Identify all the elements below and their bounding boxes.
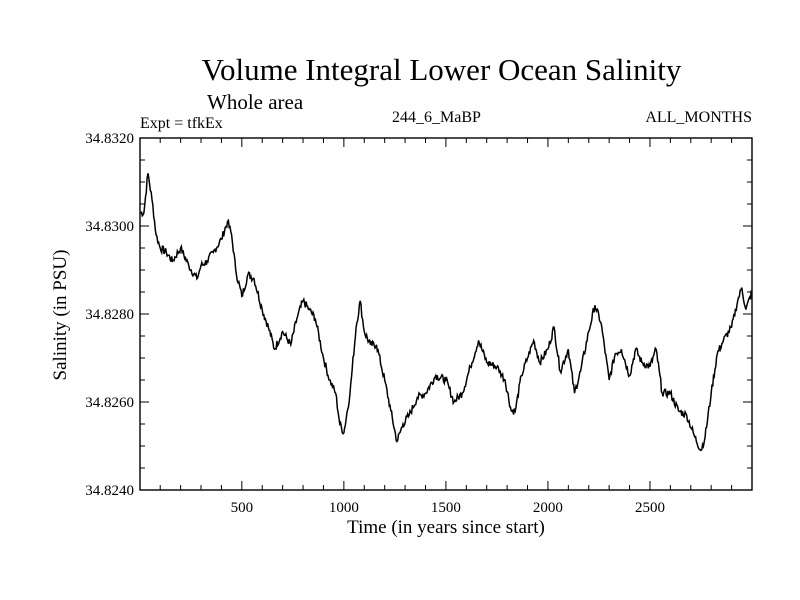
y-tick-label: 34.8280: [85, 307, 134, 323]
chart-title: Volume Integral Lower Ocean Salinity: [201, 52, 682, 87]
run-label: 244_6_MaBP: [392, 109, 481, 126]
y-tick-label: 34.8320: [85, 131, 134, 147]
chart-subtitle: Whole area: [207, 90, 304, 114]
x-tick-label: 2000: [533, 500, 563, 516]
axis-ticks: [140, 138, 752, 490]
y-tick-label: 34.8240: [85, 483, 134, 499]
months-label: ALL_MONTHS: [645, 109, 752, 126]
x-tick-label: 2500: [635, 500, 665, 516]
experiment-label: Expt = tfkEx: [140, 115, 223, 132]
x-axis-label: Time (in years since start): [347, 517, 545, 538]
plot-frame: [139, 137, 753, 491]
salinity-series-line: [139, 173, 753, 452]
y-tick-label: 34.8300: [85, 219, 134, 235]
y-tick-label: 34.8260: [85, 395, 134, 411]
axis-tick-labels: 500 1000 1500 2000 2500 34.8240 34.8260 34.8280…: [85, 131, 665, 516]
x-tick-label: 500: [231, 500, 254, 516]
x-tick-label: 1000: [329, 500, 359, 516]
x-tick-label: 1500: [431, 500, 461, 516]
